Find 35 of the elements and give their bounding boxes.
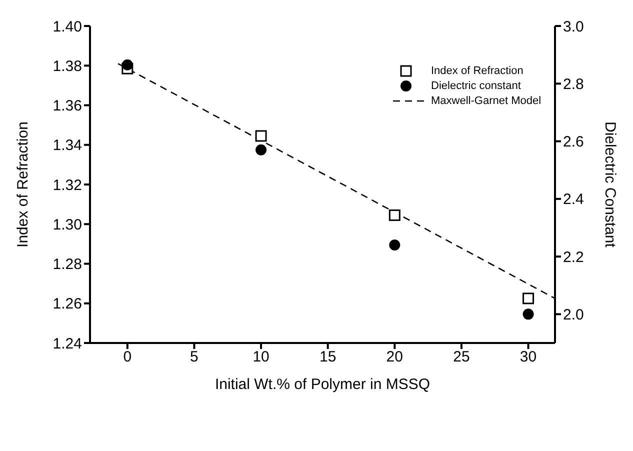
y-tick-label: 1.24	[52, 335, 82, 352]
y-tick-label: 1.38	[52, 58, 82, 75]
y-tick-label: 1.28	[52, 256, 82, 274]
point	[389, 240, 400, 251]
legend-label: Index of Refraction	[431, 64, 524, 76]
y-tick-label: 1.34	[52, 137, 82, 154]
y2-tick-label: 2.2	[563, 248, 584, 266]
x-tick-label: 5	[190, 348, 198, 366]
legend-label: Dielectric constant	[431, 80, 521, 92]
y-tick-label: 1.26	[52, 296, 82, 313]
y2-tick-label: 2.4	[563, 191, 584, 208]
legend-label: Maxwell-Garnet Model	[431, 94, 542, 106]
y-tick-label: 1.30	[52, 216, 82, 234]
x-axis-title: Initial Wt.% of Polymer in MSSQ	[214, 376, 430, 393]
y2-tick-label: 3.0	[563, 18, 584, 36]
y-tick-label: 1.32	[52, 176, 82, 194]
x-tick-label: 10	[252, 348, 270, 366]
x-tick-label: 25	[453, 348, 470, 366]
point	[122, 59, 133, 70]
y2-tick-label: 2.8	[563, 76, 584, 93]
x-tick-label: 0	[123, 348, 132, 366]
y-axis-title: Index of Refraction	[14, 122, 32, 248]
y2-tick-label: 2.0	[563, 306, 584, 324]
y-tick-label: 1.40	[52, 18, 82, 36]
y2-axis-title: Dielectric Constant	[602, 122, 619, 248]
y-tick-label: 1.36	[52, 98, 82, 115]
point	[522, 308, 534, 320]
point	[255, 130, 267, 142]
x-tick-label: 15	[320, 348, 336, 366]
x-tick-label: 20	[386, 348, 403, 366]
y2-tick-label: 2.6	[563, 134, 584, 151]
point	[522, 292, 534, 304]
point	[388, 209, 400, 221]
point	[256, 144, 267, 156]
x-tick-label: 30	[520, 348, 537, 366]
